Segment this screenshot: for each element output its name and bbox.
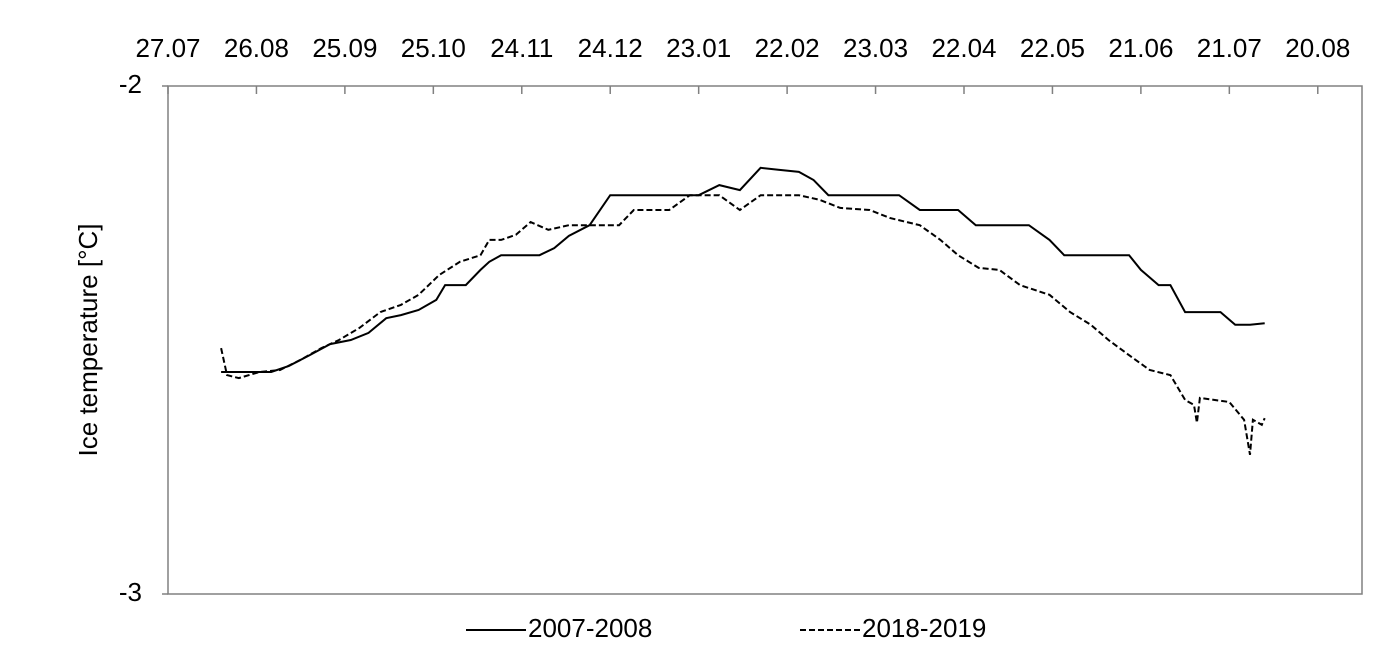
x-tick-label: 24.11: [490, 33, 553, 63]
legend-label: 2007-2008: [528, 613, 652, 643]
x-tick-label: 22.02: [755, 33, 820, 63]
y-tick-label: -3: [119, 577, 142, 607]
x-tick-label: 24.12: [578, 33, 643, 63]
x-tick-label: 22.05: [1020, 33, 1085, 63]
x-tick-label: 23.03: [843, 33, 908, 63]
legend-label: 2018-2019: [862, 613, 986, 643]
x-tick-label: 21.07: [1197, 33, 1262, 63]
x-tick-label: 27.07: [135, 33, 200, 63]
x-tick-label: 21.06: [1108, 33, 1173, 63]
plot-frame: [167, 85, 1363, 595]
series-line: [221, 166, 1265, 373]
x-tick-label: 26.08: [224, 33, 289, 63]
x-tick-label: 25.10: [401, 33, 466, 63]
y-axis-label: Ice temperature [°C]: [73, 224, 103, 457]
x-tick-label: 25.09: [312, 33, 377, 63]
x-tick-label: 23.01: [666, 33, 731, 63]
x-tick-label: 22.04: [931, 33, 996, 63]
series-line: [220, 194, 1266, 455]
x-tick-label: 20.08: [1285, 33, 1350, 63]
y-tick-label: -2: [119, 69, 142, 99]
